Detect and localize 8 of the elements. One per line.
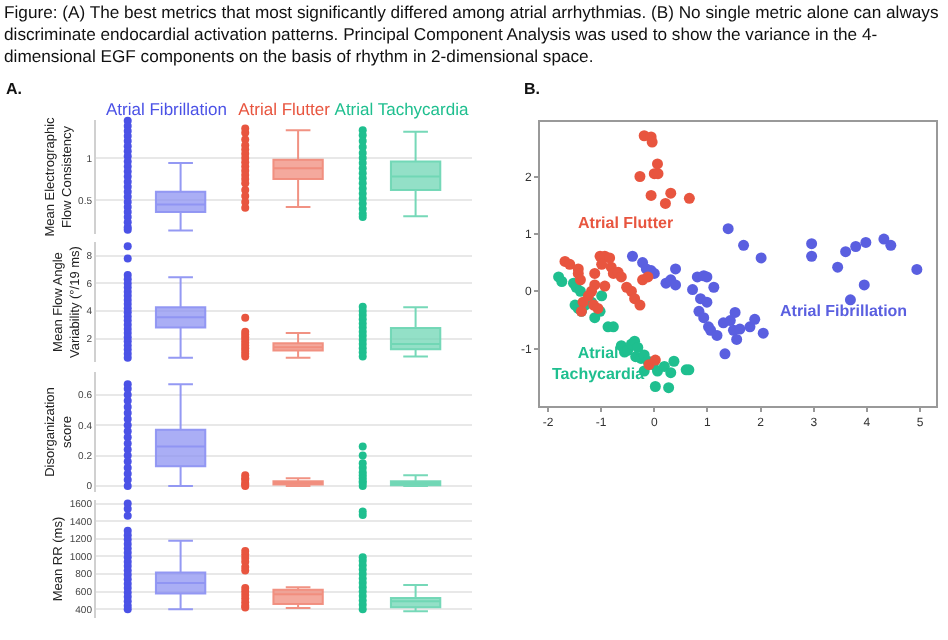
annotation: Atrial Fibrillation [780,302,908,320]
text: B. [524,80,540,98]
annotation: Atrial Flutter [578,214,674,232]
x-tick-label: Atrial Flutter [238,98,331,119]
chart-title: Figure: (A) The best metrics that most significantly differed among atrial arrhythmias. (B) No single metric alone can always discriminate endocardial activation patterns. Principal Component Analysis was used to show the variance in the 4-dimensional EGF components on the basis of rhythm in 2-dimensional space. [4,2,941,68]
x-tick-label: Atrial Tachycardia [334,98,469,119]
x-tick-label: Atrial Fibrillation [106,98,228,119]
text: A. [6,80,22,98]
